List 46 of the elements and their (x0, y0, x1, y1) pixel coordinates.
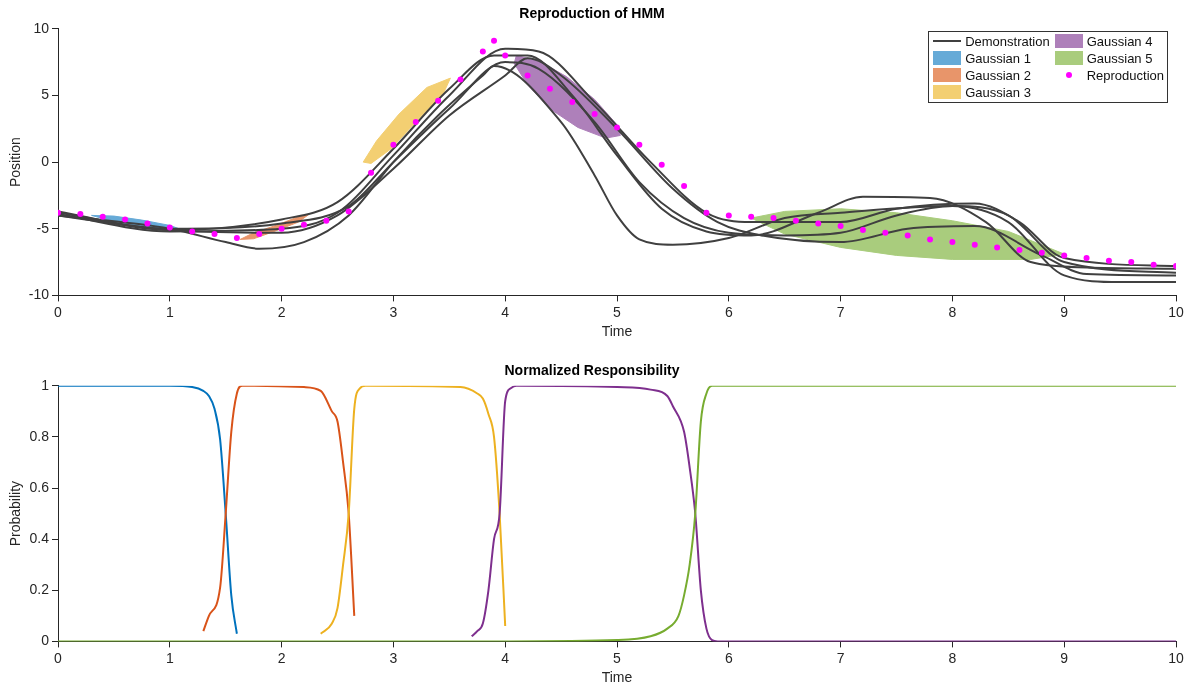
x-tick-label: 6 (724, 649, 733, 666)
x-tick-label: 5 (613, 649, 622, 666)
x-tick-label: 3 (389, 649, 398, 666)
x-tick-label: 2 (277, 649, 286, 666)
x-axis-title: Time (601, 323, 633, 340)
x-tick-label: 7 (836, 303, 845, 320)
y-tick-label: 1 (41, 376, 50, 393)
x-axis-title: Time (601, 669, 633, 686)
legend-label: Gaussian 1 (965, 50, 1031, 66)
y-tick-label: 0 (41, 152, 50, 169)
y-tick-label: 0.4 (29, 530, 50, 547)
legend-label: Demonstration (965, 33, 1050, 49)
chart-title: Normalized Responsibility (504, 362, 680, 379)
legend-label: Gaussian 3 (965, 84, 1031, 100)
x-tick-label: 9 (1060, 303, 1069, 320)
legend-label: Gaussian 4 (1086, 33, 1153, 49)
y-tick-label: -5 (36, 219, 50, 236)
y-axis-title: Position (7, 137, 24, 188)
y-tick-label: 10 (33, 19, 50, 36)
y-tick-label: 0.6 (29, 478, 50, 495)
y-tick-label: 0.8 (29, 427, 50, 444)
x-tick-label: 10 (1168, 649, 1184, 666)
y-tick-label: 0.2 (29, 581, 50, 598)
x-tick-label: 4 (501, 303, 510, 320)
legend-label: Gaussian 2 (965, 67, 1031, 83)
x-tick-label: 10 (1168, 303, 1184, 320)
x-tick-label: 8 (948, 649, 957, 666)
x-tick-label: 3 (389, 303, 398, 320)
x-tick-label: 2 (277, 303, 286, 320)
y-tick-label: -10 (28, 286, 50, 303)
x-tick-label: 5 (613, 303, 622, 320)
x-tick-label: 4 (501, 649, 510, 666)
x-tick-label: 1 (165, 649, 174, 666)
x-tick-label: 8 (948, 303, 957, 320)
x-tick-label: 6 (724, 303, 733, 320)
x-tick-label: 9 (1060, 649, 1069, 666)
x-tick-label: 0 (54, 649, 63, 666)
chart-title: Reproduction of HMM (519, 5, 665, 22)
y-tick-label: 0 (41, 632, 50, 649)
x-tick-label: 7 (836, 649, 845, 666)
x-tick-label: 1 (165, 303, 174, 320)
legend-label: Reproduction (1086, 67, 1164, 83)
y-tick-label: 5 (41, 86, 50, 103)
legend-label: Gaussian 5 (1086, 50, 1153, 66)
y-axis-title: Probability (7, 480, 24, 547)
x-tick-label: 0 (54, 303, 63, 320)
